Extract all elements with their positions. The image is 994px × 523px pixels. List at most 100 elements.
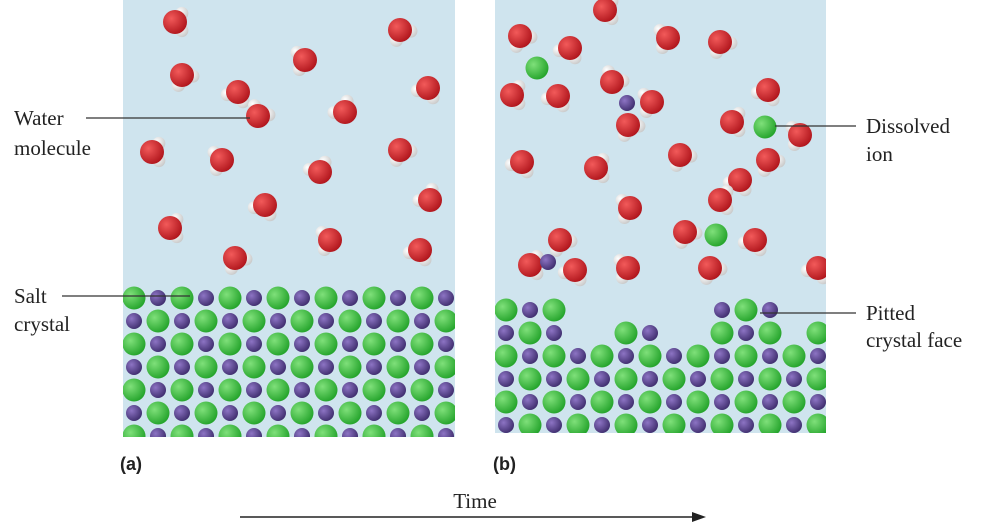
sodium-ion: [438, 382, 454, 398]
chloride-ion: [195, 356, 218, 379]
oxygen: [656, 26, 680, 50]
chloride-ion: [495, 299, 518, 322]
axis-label: Time: [453, 489, 497, 513]
oxygen: [708, 30, 732, 54]
chloride-ion: [687, 391, 710, 414]
sodium-ion: [594, 417, 610, 433]
chloride-ion: [411, 287, 434, 310]
sodium-ion: [594, 371, 610, 387]
chloride-ion: [291, 310, 314, 333]
sodium-ion: [738, 371, 754, 387]
chloride-ion: [171, 333, 194, 356]
sodium-ion: [690, 417, 706, 433]
oxygen: [698, 256, 722, 280]
chloride-ion: [267, 333, 290, 356]
oxygen: [616, 113, 640, 137]
chloride-ion: [754, 116, 777, 139]
sodium-ion: [714, 302, 730, 318]
chloride-ion: [783, 345, 806, 368]
sodium-ion: [126, 405, 142, 421]
sodium-ion: [522, 302, 538, 318]
chloride-ion: [243, 310, 266, 333]
chloride-ion: [759, 414, 782, 437]
oxygen: [418, 188, 442, 212]
chloride-ion: [291, 402, 314, 425]
oxygen: [140, 140, 164, 164]
chloride-ion: [519, 368, 542, 391]
chloride-ion: [147, 310, 170, 333]
sodium-ion: [150, 428, 166, 444]
sodium-ion: [294, 382, 310, 398]
sodium-ion: [619, 95, 635, 111]
chloride-ion: [123, 425, 146, 448]
oxygen: [210, 148, 234, 172]
sodium-ion: [522, 348, 538, 364]
chloride-ion: [363, 287, 386, 310]
oxygen: [546, 84, 570, 108]
sodium-ion: [390, 336, 406, 352]
sodium-ion: [690, 371, 706, 387]
sodium-ion: [546, 371, 562, 387]
sodium-ion: [786, 417, 802, 433]
sodium-ion: [150, 290, 166, 306]
chloride-ion: [267, 425, 290, 448]
sodium-ion: [198, 428, 214, 444]
chloride-ion: [519, 322, 542, 345]
chloride-ion: [339, 356, 362, 379]
label: Pitted: [866, 301, 916, 325]
oxygen: [163, 10, 187, 34]
sodium-ion: [438, 428, 454, 444]
sodium-ion: [222, 359, 238, 375]
sodium-ion: [318, 405, 334, 421]
oxygen: [308, 160, 332, 184]
chloride-ion: [171, 425, 194, 448]
chloride-ion: [171, 379, 194, 402]
chloride-ion: [759, 322, 782, 345]
chloride-ion: [591, 345, 614, 368]
sodium-ion: [246, 336, 262, 352]
sodium-ion: [738, 325, 754, 341]
sodium-ion: [294, 290, 310, 306]
oxygen: [408, 238, 432, 262]
sodium-ion: [150, 382, 166, 398]
sodium-ion: [342, 428, 358, 444]
sodium-ion: [270, 405, 286, 421]
chloride-ion: [219, 379, 242, 402]
oxygen: [388, 138, 412, 162]
sodium-ion: [714, 394, 730, 410]
sodium-ion: [366, 313, 382, 329]
chloride-ion: [291, 356, 314, 379]
chloride-ion: [171, 287, 194, 310]
sodium-ion: [618, 348, 634, 364]
sodium-ion: [294, 428, 310, 444]
sodium-ion: [318, 313, 334, 329]
sodium-ion: [642, 371, 658, 387]
sodium-ion: [522, 394, 538, 410]
chloride-ion: [243, 356, 266, 379]
chloride-ion: [123, 379, 146, 402]
chloride-ion: [411, 425, 434, 448]
oxygen: [158, 216, 182, 240]
chloride-ion: [735, 299, 758, 322]
sodium-ion: [786, 371, 802, 387]
sodium-ion: [438, 336, 454, 352]
chloride-ion: [711, 414, 734, 437]
oxygen: [508, 24, 532, 48]
chloride-ion: [663, 414, 686, 437]
label: molecule: [14, 136, 91, 160]
chloride-ion: [567, 414, 590, 437]
chloride-ion: [735, 345, 758, 368]
label: Water: [14, 106, 64, 130]
chloride-ion: [783, 391, 806, 414]
oxygen: [618, 196, 642, 220]
sodium-ion: [246, 382, 262, 398]
chloride-ion: [711, 322, 734, 345]
chloride-ion: [615, 414, 638, 437]
oxygen: [548, 228, 572, 252]
sodium-ion: [342, 336, 358, 352]
sodium-ion: [810, 348, 826, 364]
sodium-ion: [390, 290, 406, 306]
label: Dissolved: [866, 114, 951, 138]
panel-label: (b): [493, 454, 516, 474]
oxygen: [223, 246, 247, 270]
